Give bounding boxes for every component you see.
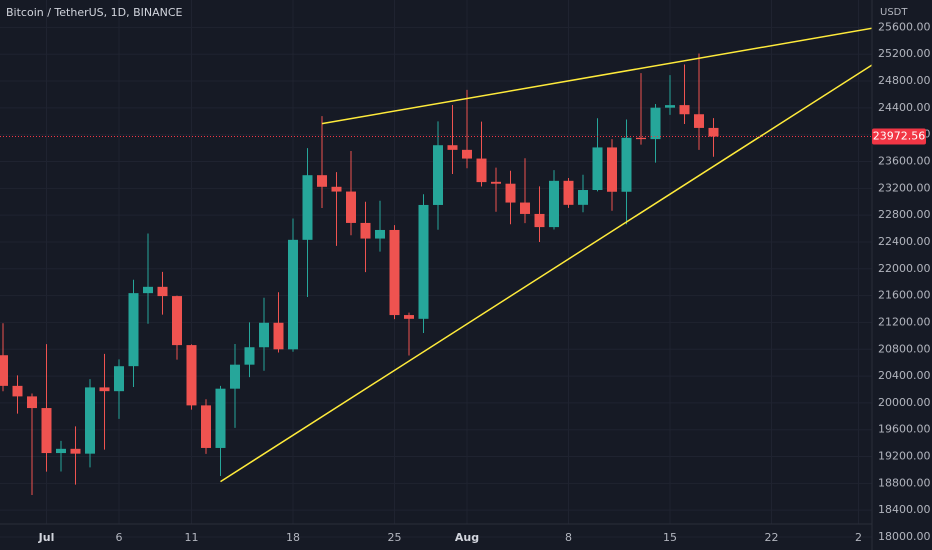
y-tick-label: 22000.00 xyxy=(878,262,931,275)
candle-body xyxy=(592,147,603,191)
candle-body xyxy=(215,388,226,448)
x-tick-label: 18 xyxy=(286,531,300,544)
candle-body xyxy=(128,293,139,367)
candle-body xyxy=(636,137,646,140)
last-price-label: 23972.56 xyxy=(873,130,926,143)
y-tick-label: 24400.00 xyxy=(878,101,931,114)
x-tick-label: 15 xyxy=(663,531,677,544)
candle-body xyxy=(534,213,545,228)
candle-body xyxy=(520,202,530,214)
candle-body xyxy=(186,345,197,406)
candle-body xyxy=(114,366,124,392)
candle-body xyxy=(563,180,574,205)
candle-body xyxy=(317,175,327,187)
candle-body xyxy=(404,315,414,319)
candle-body xyxy=(288,239,298,350)
candle-body xyxy=(462,149,472,159)
y-tick-label: 20800.00 xyxy=(878,342,931,355)
y-tick-label: 24800.00 xyxy=(878,74,931,87)
candle-body xyxy=(12,385,23,397)
candle-body xyxy=(244,347,255,365)
candle-body xyxy=(85,387,95,454)
y-tick-label: 18000.00 xyxy=(878,530,931,543)
y-tick-label: 23200.00 xyxy=(878,181,931,194)
candle-body xyxy=(505,183,516,203)
candle-body xyxy=(41,408,52,454)
y-tick-label: 21200.00 xyxy=(878,315,931,328)
candle-body xyxy=(70,448,81,454)
candle-body xyxy=(418,204,429,319)
candle-body xyxy=(694,114,704,128)
x-tick-label: Aug xyxy=(455,531,479,544)
candle-body xyxy=(27,396,37,409)
candle-body xyxy=(665,105,675,108)
candle-body xyxy=(433,145,443,205)
candle-body xyxy=(650,107,661,140)
x-tick-label: 11 xyxy=(185,531,199,544)
candle-body xyxy=(259,322,269,348)
candle-body xyxy=(56,448,66,454)
candle-body xyxy=(447,145,458,150)
trendline xyxy=(220,64,872,483)
chart-title: Bitcoin / TetherUS, 1D, BINANCE xyxy=(6,6,183,19)
x-tick-label: 2 xyxy=(855,531,862,544)
candle-body xyxy=(201,405,211,448)
candle-body xyxy=(273,322,284,350)
candle-body xyxy=(679,105,690,115)
y-axis-label: USDT xyxy=(880,7,908,18)
candle-body xyxy=(607,147,617,192)
x-tick-label: 8 xyxy=(565,531,572,544)
candle-body xyxy=(143,286,153,294)
last-price-badge xyxy=(872,128,926,145)
y-tick-label: 23600.00 xyxy=(878,155,931,168)
y-tick-label: 21600.00 xyxy=(878,289,931,302)
y-tick-label: 25600.00 xyxy=(878,20,931,33)
candle-body xyxy=(230,364,240,389)
y-tick-label: 19200.00 xyxy=(878,450,931,463)
y-tick-label: 25200.00 xyxy=(878,47,931,60)
y-tick-label: 18800.00 xyxy=(878,476,931,489)
candle-body xyxy=(708,127,719,137)
y-tick-label: 22800.00 xyxy=(878,208,931,221)
x-tick-label: Jul xyxy=(38,531,55,544)
candle-body xyxy=(621,137,632,192)
candle-body xyxy=(389,229,400,316)
candle-body xyxy=(99,387,110,392)
pane xyxy=(0,27,872,496)
candle-body xyxy=(360,222,371,239)
y-tick-label: 22400.00 xyxy=(878,235,931,248)
y-tick-label: 20000.00 xyxy=(878,396,931,409)
x-tick-label: 22 xyxy=(765,531,779,544)
x-tick-label: 25 xyxy=(388,531,402,544)
x-tick-label: 6 xyxy=(116,531,123,544)
candle-body xyxy=(0,355,8,386)
y-tick-label: 18400.00 xyxy=(878,503,931,516)
candle-body xyxy=(491,181,501,184)
candle-body xyxy=(578,190,588,205)
candle-body xyxy=(302,175,313,240)
candle-body xyxy=(476,158,487,183)
trendline xyxy=(321,27,872,125)
y-tick-label: 19600.00 xyxy=(878,423,931,436)
candle-body xyxy=(157,286,168,297)
candle-body xyxy=(549,180,559,228)
candle-body xyxy=(375,229,385,239)
candle-body xyxy=(172,296,182,346)
axes: 18000.00 18400.00 18800.00 19200.00 19600.00… xyxy=(38,20,931,544)
y-tick-label: 20400.00 xyxy=(878,369,931,382)
candle-body xyxy=(331,186,342,192)
candle-body xyxy=(346,191,356,223)
